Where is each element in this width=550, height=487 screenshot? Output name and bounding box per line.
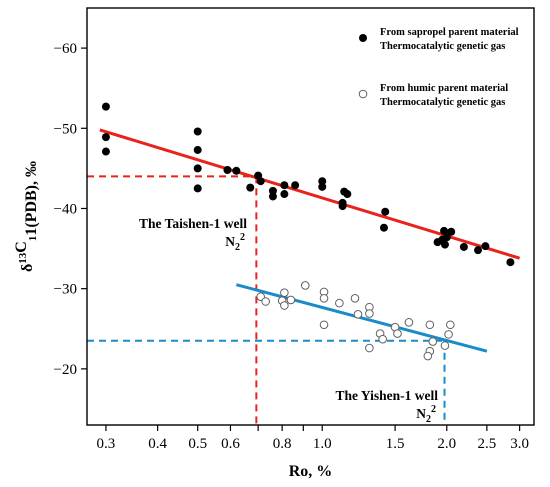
data-point-humic	[319, 320, 329, 330]
data-point-humic	[280, 301, 289, 310]
x-tick-label: 2.0	[437, 436, 456, 452]
data-point-sapropel	[481, 242, 490, 251]
x-tick-label: 1.0	[313, 436, 332, 452]
data-point-sapropel	[193, 127, 202, 136]
data-point-sapropel	[223, 165, 232, 174]
trend-line	[235, 283, 488, 353]
data-point-sapropel	[506, 258, 515, 267]
legend-label: From humic parent material	[380, 83, 508, 94]
annotation-taishen-well: The Taishen-1 well	[139, 216, 247, 231]
data-point-sapropel	[379, 223, 388, 232]
x-tick-label: 0.6	[221, 436, 240, 452]
data-point-humic	[300, 281, 310, 290]
data-point-humic	[350, 293, 360, 303]
trend-lines	[99, 128, 521, 353]
data-point-sapropel	[291, 181, 300, 190]
data-point-humic	[393, 329, 402, 338]
x-tick-label: 3.0	[510, 436, 529, 452]
x-tick-label: 0.4	[148, 436, 167, 452]
data-point-humic	[353, 310, 363, 319]
data-point-sapropel	[440, 240, 449, 249]
data-point-humic	[404, 318, 414, 327]
x-tick-label: 0.5	[188, 436, 207, 452]
y-axis: −60 −50 −40 −30 −20	[54, 41, 87, 378]
x-axis: 0.3 0.4 0.5 0.6 0.8 1.0 1.5 2.0 2.5 3.0	[97, 425, 529, 452]
y-tick-label: −50	[54, 121, 77, 137]
x-axis-title: Ro, %	[289, 463, 333, 480]
x-tick-label: 0.8	[273, 436, 292, 452]
data-point-humic	[378, 334, 387, 344]
annotation-yishen-formula: N22	[416, 404, 436, 425]
plot-frame	[86, 7, 535, 426]
data-point-humic	[261, 297, 270, 306]
data-point-sapropel	[343, 190, 352, 199]
x-tick-label: 0.3	[97, 436, 116, 452]
legend-marker-sapropel	[359, 34, 367, 42]
legend-marker-humic	[358, 89, 368, 99]
data-point-sapropel	[101, 133, 110, 142]
y-tick-label: −20	[54, 362, 77, 378]
legend-label: From sapropel parent material	[380, 27, 519, 38]
data-point-sapropel	[381, 207, 390, 216]
data-point-sapropel	[318, 182, 327, 191]
legend-label: Thermocatalytic genetic gas	[380, 41, 505, 52]
annotation-taishen-formula: N22	[225, 232, 245, 253]
data-point-humic	[440, 341, 450, 350]
data-point-sapropel	[440, 226, 449, 235]
data-point-sapropel	[459, 242, 468, 251]
data-point-sapropel	[318, 177, 327, 186]
data-point-sapropel	[193, 145, 202, 154]
x-tick-label: 1.5	[386, 436, 405, 452]
data-point-humic	[286, 295, 296, 305]
data-point-sapropel	[268, 186, 277, 195]
y-tick-label: −60	[54, 41, 77, 57]
data-point-humic	[335, 298, 344, 308]
data-point-sapropel	[232, 166, 241, 175]
data-point-sapropel	[280, 181, 289, 190]
data-point-sapropel	[193, 184, 202, 193]
data-point-humic	[365, 309, 374, 318]
trend-line	[99, 128, 521, 260]
data-point-humic	[428, 337, 438, 346]
data-point-humic	[319, 293, 329, 303]
legend: From sapropel parent material Thermocatal…	[358, 27, 519, 108]
x-tick-label: 2.5	[477, 436, 496, 452]
data-point-sapropel	[447, 227, 456, 236]
data-point-sapropel	[268, 192, 277, 201]
data-point-humic	[365, 343, 374, 353]
data-point-sapropel	[280, 190, 289, 199]
annotation-yishen: The Yishen-1 well N22	[335, 388, 438, 425]
y-tick-label: −40	[54, 201, 77, 217]
data-point-humic	[446, 320, 455, 330]
data-point-sapropel	[442, 233, 451, 242]
annotation-taishen: The Taishen-1 well N22	[139, 216, 247, 253]
data-point-sapropel	[474, 246, 483, 255]
data-point-humic	[425, 320, 435, 330]
data-point-sapropel	[246, 183, 255, 192]
annotation-yishen-well: The Yishen-1 well	[335, 388, 438, 403]
data-point-humic	[423, 351, 433, 361]
data-point-humic	[444, 330, 453, 339]
data-point-sapropel	[256, 177, 265, 186]
y-axis-title: δ13C11(PDB), ‰	[13, 161, 40, 272]
data-point-sapropel	[101, 102, 110, 111]
legend-label: Thermocatalytic genetic gas	[380, 97, 505, 108]
data-point-sapropel	[101, 147, 110, 156]
y-tick-label: −30	[54, 282, 77, 298]
data-point-humic	[280, 288, 289, 297]
reference-lines	[87, 175, 446, 425]
data-point-sapropel	[193, 164, 202, 173]
data-points	[101, 102, 515, 361]
data-point-sapropel	[338, 202, 347, 211]
